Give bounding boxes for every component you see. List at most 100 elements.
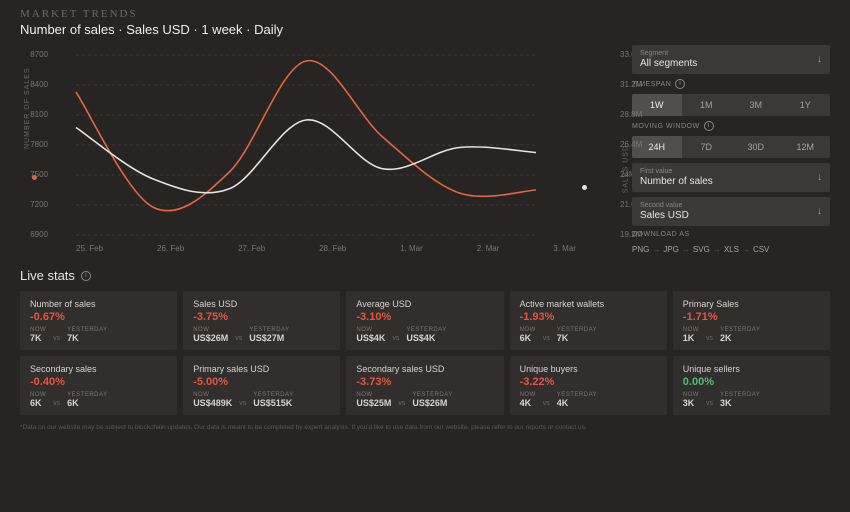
- stat-title: Primary sales USD: [193, 364, 330, 374]
- stat-percent: -3.73%: [356, 376, 493, 388]
- download-svg[interactable]: SVG: [693, 245, 710, 254]
- tab-1y[interactable]: 1Y: [781, 94, 831, 116]
- stat-yest-value: 6K: [67, 398, 107, 408]
- stat-card[interactable]: Sales USD-3.75%NOWUS$26MvsYESTERDAYUS$27…: [183, 291, 340, 350]
- y-left-tick: 7500: [20, 170, 48, 179]
- vs-label: vs: [543, 335, 550, 342]
- stat-percent: -3.75%: [193, 311, 330, 323]
- stat-title: Secondary sales: [30, 364, 167, 374]
- stat-now-value: 6K: [30, 398, 46, 408]
- vs-label: vs: [239, 400, 246, 407]
- segment-label: Segment: [640, 50, 822, 57]
- stats-grid: Number of sales-0.67%NOW7KvsYESTERDAY7KS…: [20, 291, 830, 415]
- stat-title: Unique buyers: [520, 364, 657, 374]
- stat-yest-value: US$4K: [406, 333, 446, 343]
- x-tick: 26. Feb: [157, 244, 184, 253]
- stat-title: Unique sellers: [683, 364, 820, 374]
- chart-canvas: [20, 45, 580, 253]
- first-value-label: First value: [640, 168, 822, 175]
- info-icon[interactable]: i: [81, 271, 91, 281]
- stat-yest-value: US$27M: [249, 333, 289, 343]
- stat-card[interactable]: Secondary sales USD-3.73%NOWUS$25MvsYEST…: [346, 356, 503, 415]
- vs-label: vs: [543, 400, 550, 407]
- stat-percent: -3.22%: [520, 376, 657, 388]
- stat-title: Active market wallets: [520, 299, 657, 309]
- eyebrow-label: MARKET TRENDS: [20, 8, 830, 20]
- download-header: DOWNLOAD AS: [632, 231, 830, 238]
- tab-7d[interactable]: 7D: [682, 136, 732, 158]
- info-icon[interactable]: i: [704, 121, 714, 131]
- tab-12m[interactable]: 12M: [781, 136, 831, 158]
- y-left-tick: 6900: [20, 230, 48, 239]
- stat-yest-value: US$515K: [253, 398, 293, 408]
- page-root: MARKET TRENDS Number of sales · Sales US…: [0, 0, 850, 512]
- info-icon[interactable]: i: [675, 79, 685, 89]
- download-csv[interactable]: CSV: [753, 245, 769, 254]
- stat-card[interactable]: Number of sales-0.67%NOW7KvsYESTERDAY7K: [20, 291, 177, 350]
- stat-now-value: US$25M: [356, 398, 391, 408]
- stat-now-value: 4K: [520, 398, 536, 408]
- vs-label: vs: [706, 335, 713, 342]
- moving-label: MOVING WINDOW: [632, 123, 700, 130]
- y-left-tick: 7800: [20, 140, 48, 149]
- stat-percent: -3.10%: [356, 311, 493, 323]
- stat-title: Secondary sales USD: [356, 364, 493, 374]
- vs-label: vs: [398, 400, 405, 407]
- download-options: PNG→JPG→SVG→XLS→CSV: [632, 245, 830, 254]
- first-value-select[interactable]: First value Number of sales ↓: [632, 163, 830, 192]
- footnote-text: *Data on our website may be subject to b…: [20, 423, 830, 432]
- segment-select[interactable]: Segment All segments ↓: [632, 45, 830, 74]
- stat-now-value: 1K: [683, 333, 699, 343]
- moving-header: MOVING WINDOW i: [632, 121, 830, 131]
- y-right-tick: 19.2M: [620, 230, 650, 239]
- stat-yest-value: US$26M: [412, 398, 452, 408]
- moving-tabs: 24H7D30D12M: [632, 136, 830, 158]
- stat-now-value: 3K: [683, 398, 699, 408]
- stat-card[interactable]: Unique buyers-3.22%NOW4KvsYESTERDAY4K: [510, 356, 667, 415]
- vs-label: vs: [53, 335, 60, 342]
- controls-panel: Segment All segments ↓ TIMESPAN i 1W1M3M…: [632, 45, 830, 254]
- chevron-down-icon: ↓: [817, 172, 822, 183]
- download-png[interactable]: PNG: [632, 245, 649, 254]
- vs-label: vs: [235, 335, 242, 342]
- vs-label: vs: [53, 400, 60, 407]
- stat-now-value: US$489K: [193, 398, 232, 408]
- tab-1m[interactable]: 1M: [682, 94, 732, 116]
- stat-card[interactable]: Primary Sales-1.71%NOW1KvsYESTERDAY2K: [673, 291, 830, 350]
- x-axis-ticks: 25. Feb26. Feb27. Feb28. Feb1. Mar2. Mar…: [76, 244, 576, 253]
- arrow-right-icon: →: [682, 245, 690, 254]
- stat-card[interactable]: Unique sellers0.00%NOW3KvsYESTERDAY3K: [673, 356, 830, 415]
- live-stats-title: Live stats: [20, 268, 75, 283]
- second-value-select[interactable]: Second value Sales USD ↓: [632, 197, 830, 226]
- y-left-tick: 8700: [20, 50, 48, 59]
- vs-label: vs: [706, 400, 713, 407]
- stat-card[interactable]: Primary sales USD-5.00%NOWUS$489KvsYESTE…: [183, 356, 340, 415]
- stat-yest-value: 4K: [557, 398, 597, 408]
- x-tick: 1. Mar: [400, 244, 423, 253]
- x-tick: 25. Feb: [76, 244, 103, 253]
- timespan-header: TIMESPAN i: [632, 79, 830, 89]
- series-marker-right-icon: [582, 185, 587, 190]
- stat-now-value: 6K: [520, 333, 536, 343]
- download-jpg[interactable]: JPG: [663, 245, 679, 254]
- x-tick: 27. Feb: [238, 244, 265, 253]
- stat-card[interactable]: Secondary sales-0.40%NOW6KvsYESTERDAY6K: [20, 356, 177, 415]
- tab-3m[interactable]: 3M: [731, 94, 781, 116]
- stat-title: Average USD: [356, 299, 493, 309]
- stat-card[interactable]: Average USD-3.10%NOWUS$4KvsYESTERDAYUS$4…: [346, 291, 503, 350]
- stat-card[interactable]: Active market wallets-1.93%NOW6KvsYESTER…: [510, 291, 667, 350]
- vs-label: vs: [392, 335, 399, 342]
- second-value-label: Second value: [640, 202, 822, 209]
- chart-container: NUMBER OF SALES SALES USD 69007200750078…: [20, 45, 620, 253]
- x-tick: 3. Mar: [553, 244, 576, 253]
- chevron-down-icon: ↓: [817, 54, 822, 65]
- y-left-tick: 8400: [20, 80, 48, 89]
- tab-30d[interactable]: 30D: [731, 136, 781, 158]
- stat-now-value: 7K: [30, 333, 46, 343]
- stat-yest-value: 7K: [557, 333, 597, 343]
- timespan-tabs: 1W1M3M1Y: [632, 94, 830, 116]
- stat-title: Sales USD: [193, 299, 330, 309]
- second-value-value: Sales USD: [640, 210, 822, 221]
- stat-yest-value: 3K: [720, 398, 760, 408]
- download-xls[interactable]: XLS: [724, 245, 739, 254]
